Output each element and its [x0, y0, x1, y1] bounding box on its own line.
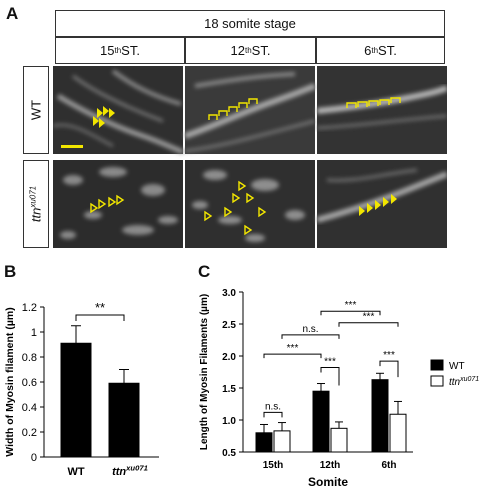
panel-c-letter: C	[198, 262, 211, 281]
col-15-rest: ST.	[121, 43, 140, 58]
c-sig-label: ***	[287, 343, 299, 354]
micrograph-wt-15th	[53, 66, 184, 155]
row-label-wt: WT	[23, 66, 49, 154]
c-legend-label: WT	[449, 361, 465, 372]
panel-b-letter: B	[4, 262, 17, 281]
b-ylabel: Width of Myosin filament (µm)	[4, 307, 16, 456]
b-xtick-label: ttnxu071	[112, 464, 148, 478]
c-bar	[330, 427, 348, 453]
row-label-ttn: ttnxu071	[23, 160, 49, 248]
c-xtick-label: 12th	[320, 460, 341, 471]
micrograph-ttn-6th	[316, 160, 447, 248]
c-sig-bracket	[281, 334, 340, 339]
c-legend-label: ttnxu071	[449, 376, 479, 388]
col-6-rest: ST.	[378, 43, 397, 58]
b-ytick-label: 0.6	[22, 377, 37, 389]
c-sig-label: ***	[345, 300, 357, 311]
c-bar	[273, 430, 291, 453]
b-bar	[60, 342, 92, 458]
c-sig-bracket	[338, 322, 399, 327]
c-bar	[389, 413, 407, 453]
b-sig-bracket	[75, 314, 125, 321]
c-bar	[255, 432, 273, 453]
c-ytick-label: 1.5	[222, 384, 236, 395]
brackets-wt-12th	[208, 98, 258, 120]
c-sig-bracket	[320, 310, 381, 316]
open-arrowheads-ttn-15th	[90, 194, 125, 214]
micrograph-grid	[53, 66, 447, 248]
c-bar	[371, 379, 389, 453]
c-sig-label: n.s.	[265, 401, 281, 412]
open-arrowheads-ttn-12th	[204, 180, 267, 236]
b-ytick-label: 0.8	[22, 352, 37, 364]
arrowheads-wt-15th	[93, 106, 115, 128]
c-ytick-label: 1.0	[222, 416, 236, 427]
c-xtick-label: 15th	[263, 460, 284, 471]
chart-b: 0 0.2 0.4 0.6 0.8 1 1.2 Width of Myosin filamen…	[4, 300, 159, 478]
brackets-wt-6th	[346, 97, 401, 108]
c-ytick-label: 3.0	[222, 288, 236, 299]
c-xlabel: Somite	[308, 475, 348, 489]
b-ytick-label: 1.2	[22, 302, 37, 314]
c-xtick-label: 6th	[382, 460, 397, 471]
c-legend-swatch	[430, 359, 444, 371]
b-ytick-label: 0	[31, 452, 37, 464]
panel-a-letter: A	[6, 4, 19, 23]
c-sig-label: ***	[383, 350, 395, 361]
c-legend-swatch	[430, 375, 444, 387]
col-15-sup: th	[114, 46, 122, 55]
c-sig-bracket	[263, 411, 283, 418]
c-sig-label: n.s.	[302, 324, 318, 335]
c-sig-label: ***	[363, 312, 375, 323]
b-sig-label: **	[95, 300, 105, 315]
c-sig-bracket	[263, 353, 322, 359]
b-xtick-label: WT	[67, 466, 84, 478]
c-ytick-label: 2.5	[222, 320, 236, 331]
col-12-rest: ST.	[251, 43, 271, 58]
chart-c: 0.5 1.0 1.5 2.0 2.5 3.0 Length of Myosin Filam…	[199, 288, 479, 489]
b-ytick-label: 0.4	[22, 402, 37, 414]
c-ylabel: Length of Myosin Filaments (µm)	[199, 294, 210, 450]
c-sig-label: ***	[324, 357, 336, 368]
micrograph-ttn-12th	[185, 160, 315, 248]
stage-header: 18 somite stage	[55, 10, 445, 37]
b-ytick-label: 0.2	[22, 427, 37, 439]
micrograph-wt-12th	[184, 66, 317, 154]
col-15-num: 15	[100, 43, 115, 58]
micrograph-ttn-15th	[53, 160, 183, 248]
col-12-num: 12	[230, 43, 245, 58]
micrograph-wt-6th	[316, 66, 447, 154]
c-ytick-label: 0.5	[222, 448, 236, 459]
b-bar	[108, 382, 140, 458]
c-bar	[312, 390, 330, 453]
arrowheads-ttn-6th	[359, 194, 397, 216]
col-6-num: 6	[364, 43, 372, 58]
c-ytick-label: 2.0	[222, 352, 236, 363]
scale-bar	[61, 145, 83, 148]
c-sig-bracket	[379, 360, 399, 378]
col-6-sup: th	[371, 46, 379, 55]
c-sig-bracket	[320, 367, 340, 386]
b-ytick-label: 1	[31, 327, 37, 339]
col-12-sup: th	[245, 46, 252, 55]
